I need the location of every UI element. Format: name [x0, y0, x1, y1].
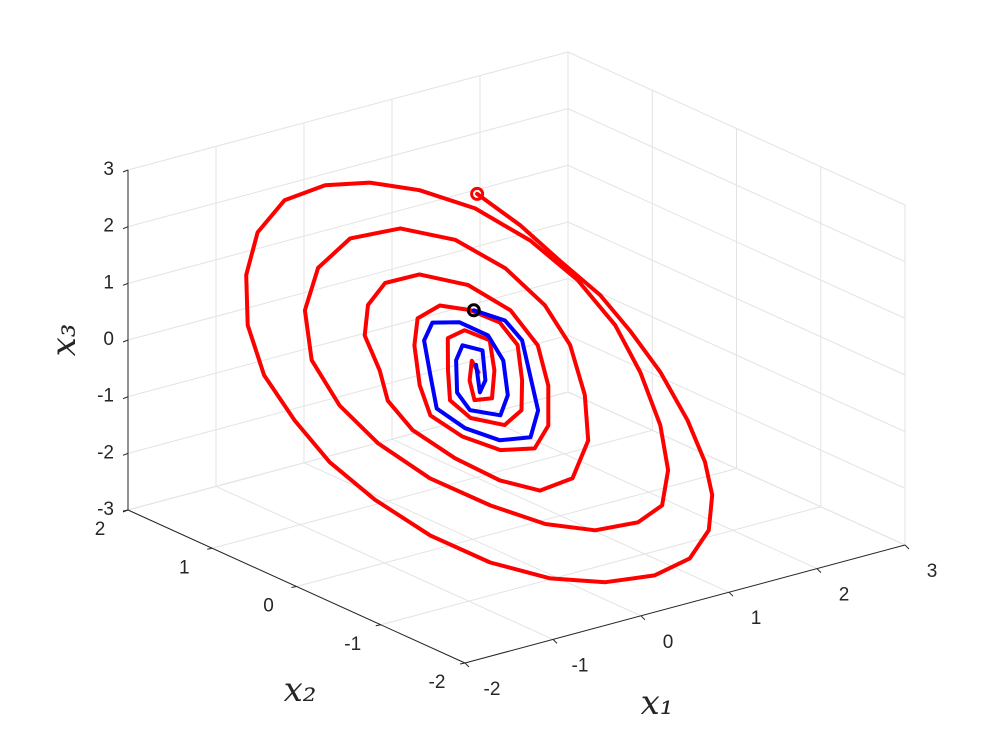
- x-tick-label: 0: [663, 632, 674, 653]
- grid-line: [567, 391, 906, 546]
- z-tick: [122, 226, 129, 230]
- start-marker: [470, 186, 485, 201]
- z-tick: [122, 282, 129, 286]
- start-marker: [466, 303, 481, 318]
- trajectory-line: [244, 180, 715, 585]
- z-tick-label: 0: [103, 329, 114, 350]
- z-tick: [122, 169, 129, 173]
- x-tick: [816, 568, 822, 573]
- z-tick-label: 2: [103, 216, 114, 237]
- x-tick-label: 1: [751, 608, 762, 629]
- z-tick-label: 1: [103, 272, 114, 293]
- y-tick-label: 0: [263, 596, 274, 617]
- y-axis-label: x₂: [284, 670, 317, 710]
- grid-line: [567, 164, 906, 319]
- grid-line: [567, 108, 906, 263]
- y-tick-label: -2: [429, 672, 446, 693]
- grid-line: [127, 391, 569, 511]
- x-tick-label: 2: [839, 585, 850, 606]
- x-tick-label: 3: [927, 561, 938, 582]
- grid-line: [127, 51, 569, 171]
- x-tick: [904, 544, 910, 550]
- y-tick-label: 2: [95, 519, 106, 540]
- z-tick-label: -1: [97, 386, 114, 407]
- y-tick-label: -1: [344, 634, 361, 655]
- x-tick: [552, 639, 558, 644]
- grid-line: [127, 221, 569, 341]
- x-axis-label: x₁: [641, 683, 674, 723]
- x-tick-label: -1: [572, 655, 589, 676]
- z-tick-label: -2: [97, 442, 114, 463]
- grid-line: [127, 278, 569, 398]
- z-tick: [122, 452, 129, 456]
- grid-line: [567, 334, 906, 489]
- grid-line: [567, 221, 906, 376]
- grid-line: [567, 278, 906, 433]
- plot-area: [244, 180, 715, 585]
- x-tick: [640, 615, 646, 621]
- grid-line: [380, 506, 821, 626]
- x-axis: [464, 544, 906, 664]
- z-tick-label: -3: [97, 499, 114, 520]
- y-tick-label: 1: [179, 557, 190, 578]
- z-axis-label: x₃: [44, 324, 84, 357]
- z-tick: [122, 396, 129, 400]
- grid-line: [212, 429, 653, 549]
- grid-line: [567, 51, 906, 206]
- trajectory-line: [422, 308, 541, 443]
- x-tick: [464, 662, 470, 668]
- z-tick-label: 3: [103, 159, 114, 180]
- grid-line: [127, 108, 569, 228]
- y-axis: [127, 509, 466, 664]
- x-tick: [728, 591, 734, 597]
- grid-line: [127, 164, 569, 284]
- grid-line: [127, 334, 569, 454]
- z-tick: [122, 509, 129, 513]
- x-tick-label: -2: [484, 679, 501, 700]
- z-tick: [122, 339, 129, 343]
